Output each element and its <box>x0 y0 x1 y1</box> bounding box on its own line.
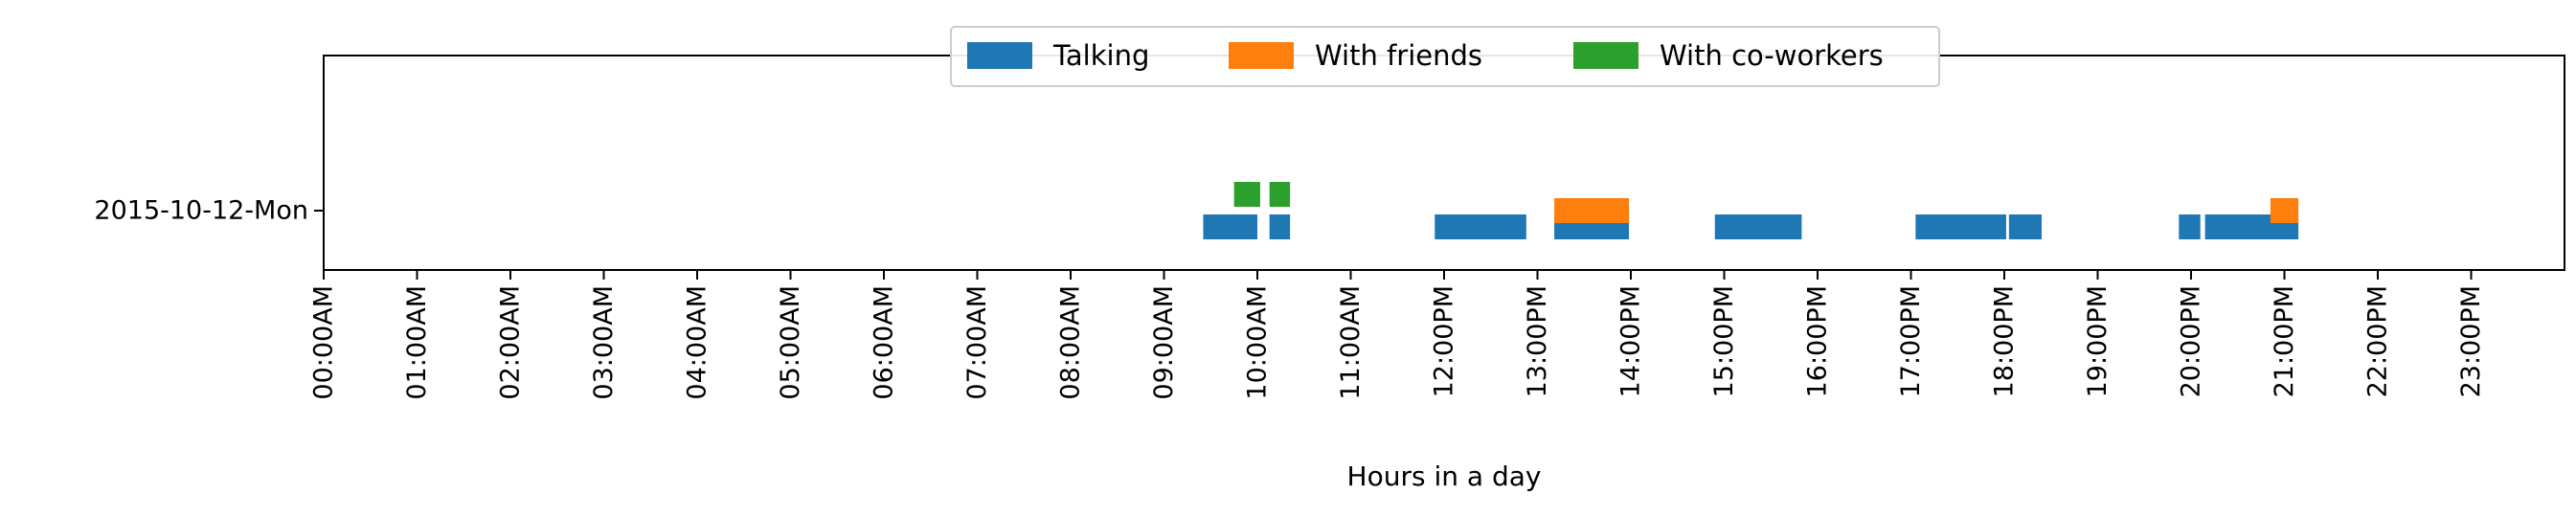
x-tick-label: 23:00PM <box>2456 285 2486 397</box>
bar-talking <box>2008 214 2042 239</box>
bar-with-co-workers <box>1233 182 1260 207</box>
legend-label: With friends <box>1315 39 1482 72</box>
legend-swatch <box>1573 42 1638 69</box>
x-tick-label: 14:00PM <box>1616 285 1646 397</box>
x-tick-label: 09:00AM <box>1149 285 1179 400</box>
x-tick-label: 01:00AM <box>402 285 432 400</box>
x-tick-label: 18:00PM <box>1990 285 2020 397</box>
bar-with-friends <box>1554 198 1630 223</box>
x-tick-label: 21:00PM <box>2270 285 2299 397</box>
legend-swatch <box>967 42 1032 69</box>
legend: Talking With friends With co-workers <box>950 26 1940 87</box>
x-tick-label: 16:00PM <box>1803 285 1833 397</box>
x-tick-label: 12:00PM <box>1430 285 1459 397</box>
bars <box>1203 182 2299 239</box>
y-tick-label: 2015-10-12-Mon <box>94 196 308 226</box>
legend-label: Talking <box>1052 39 1149 72</box>
bar-talking <box>1435 214 1526 239</box>
x-tick-label: 03:00AM <box>589 285 619 400</box>
x-tick-label: 13:00PM <box>1523 285 1552 397</box>
x-tick-label: 06:00AM <box>870 285 899 400</box>
x-tick-label: 02:00AM <box>496 285 526 400</box>
x-tick-label: 00:00AM <box>309 285 339 400</box>
x-tick-label: 15:00PM <box>1709 285 1739 397</box>
bar-talking <box>1714 214 1802 239</box>
legend-label: With co-workers <box>1660 39 1884 72</box>
x-tick-label: 22:00PM <box>2363 285 2393 397</box>
bar-talking <box>2179 214 2201 239</box>
x-axis-title: Hours in a day <box>1347 461 1542 492</box>
bar-with-co-workers <box>1269 182 1291 207</box>
x-tick-label: 10:00AM <box>1243 285 1273 400</box>
x-tick-label: 20:00PM <box>2177 285 2206 397</box>
x-tick-label: 07:00AM <box>962 285 992 400</box>
bar-talking <box>1915 214 2006 239</box>
bar-with-friends <box>2270 198 2299 223</box>
x-tick-label: 11:00AM <box>1336 285 1366 400</box>
legend-box <box>950 26 1940 87</box>
bar-talking <box>1269 214 1291 239</box>
legend-swatch <box>1229 42 1294 69</box>
x-tick-label: 05:00AM <box>776 285 805 400</box>
bar-talking <box>1203 214 1257 239</box>
x-tick-label: 08:00AM <box>1056 285 1086 400</box>
x-tick-label: 04:00AM <box>683 285 712 400</box>
axes: 00:00AM 01:00AM 02:00AM 03:00AM 04:00AM 05:00… <box>94 55 2565 400</box>
x-tick-label: 17:00PM <box>1896 285 1926 397</box>
x-tick-label: 19:00PM <box>2083 285 2113 397</box>
